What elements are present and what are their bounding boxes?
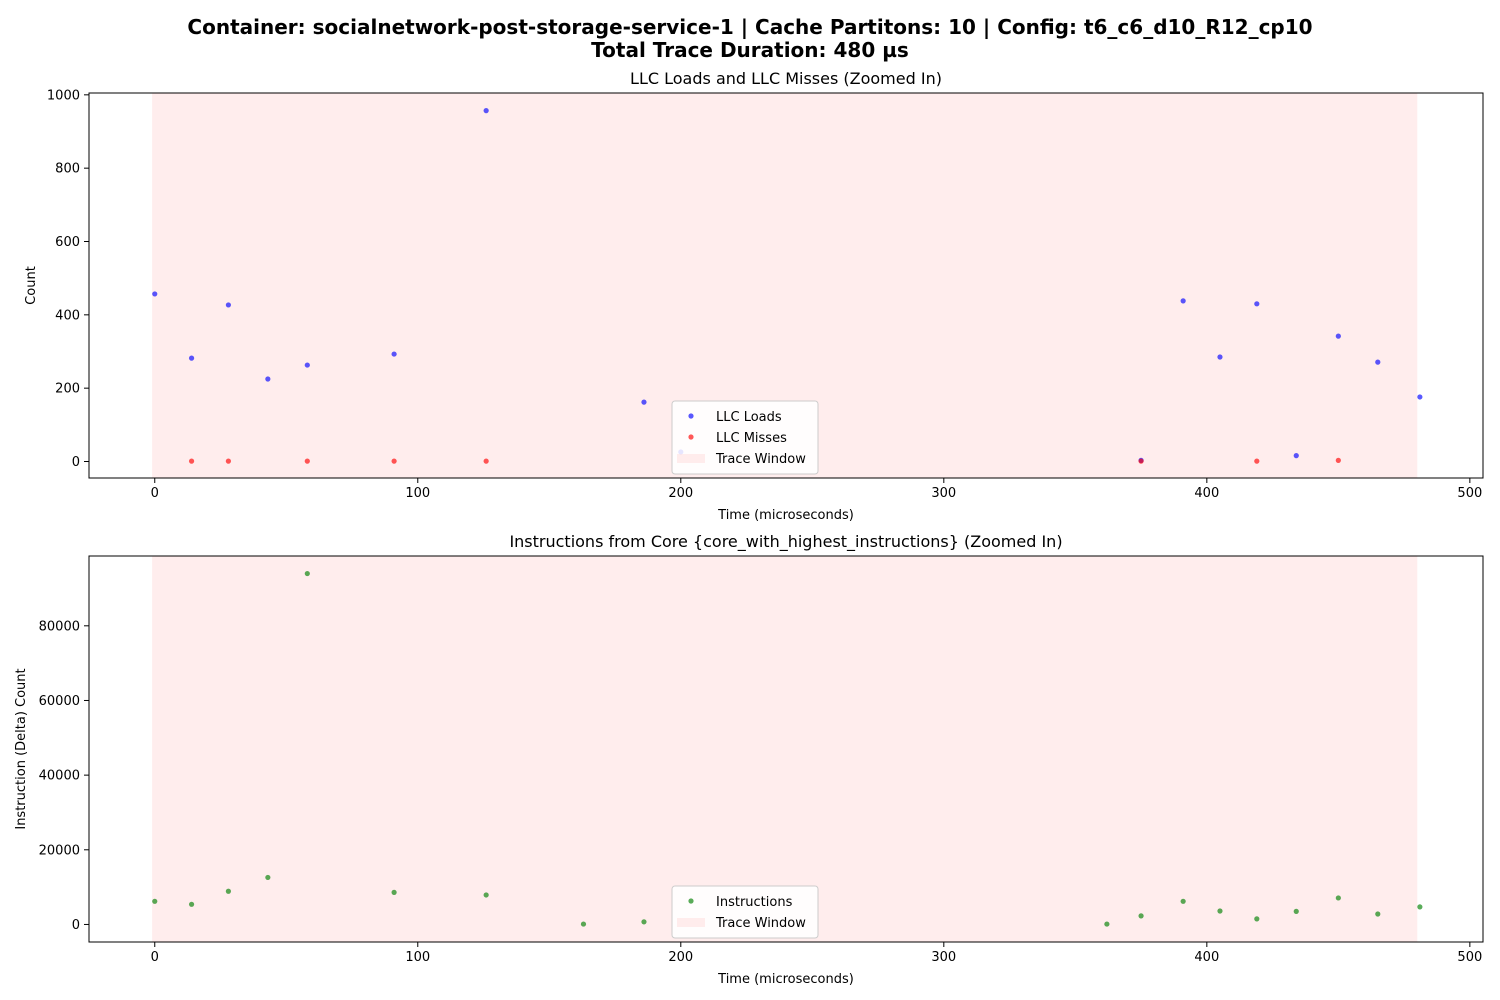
legend-marker (688, 434, 694, 440)
chart-title: LLC Loads and LLC Misses (Zoomed In) (630, 69, 942, 88)
y-tick-label: 20000 (39, 843, 80, 858)
legend-marker (688, 898, 694, 904)
data-point (391, 458, 397, 464)
data-point (225, 458, 231, 464)
legend-patch (677, 918, 705, 927)
axes-frame (88, 92, 1484, 479)
data-point (641, 919, 647, 925)
legend-label: LLC Loads (716, 410, 782, 425)
x-axis-label: Time (microseconds) (717, 508, 854, 523)
data-point (1217, 908, 1223, 914)
x-tick-label: 400 (1194, 486, 1219, 501)
data-point (304, 362, 310, 368)
data-point (1375, 359, 1381, 365)
chart-panel-2: 0 100 200 300 400 500 0 20000 40000 60000 80000 Ins… (14, 532, 1484, 987)
data-point (1293, 453, 1299, 459)
data-point (265, 874, 271, 881)
data-point (152, 291, 158, 297)
x-axis-label: Time (microseconds) (717, 972, 854, 987)
y-tick-label: 800 (55, 162, 80, 177)
trace-window-band (152, 556, 1418, 942)
x-tick-label: 0 (151, 950, 159, 965)
data-point (391, 889, 397, 895)
suptitle-line-1: Container: socialnetwork-post-storage-se… (187, 15, 1313, 39)
x-tick-label: 100 (405, 950, 430, 965)
x-tick-label: 500 (1457, 486, 1482, 501)
data-point (1335, 457, 1341, 463)
data-point (1217, 354, 1223, 360)
y-axis-label: Instruction (Delta) Count (14, 668, 29, 829)
legend-label: Trace Window (715, 452, 806, 467)
data-point (304, 570, 310, 577)
y-tick-label: 0 (72, 918, 80, 933)
data-point (1417, 904, 1423, 910)
data-point (1375, 911, 1381, 917)
legend: LLC Loads LLC Misses Trace Window (671, 400, 819, 475)
legend-patch (677, 454, 705, 463)
data-point (1138, 913, 1144, 919)
data-point (580, 921, 587, 927)
legend-marker (688, 413, 694, 419)
x-tick-label: 0 (151, 486, 159, 501)
data-point (1335, 895, 1341, 901)
data-point (1254, 301, 1260, 307)
data-point (265, 376, 271, 382)
data-point (1138, 458, 1144, 464)
legend-label: LLC Misses (716, 431, 787, 446)
data-point (225, 888, 231, 894)
data-point (1335, 333, 1341, 339)
series-llc-misses (188, 457, 1341, 464)
legend: Instructions Trace Window (671, 885, 819, 939)
data-point (483, 458, 489, 464)
data-point (1180, 898, 1186, 904)
x-tick-label: 200 (668, 486, 693, 501)
x-tick-label: 200 (668, 950, 693, 965)
data-point (1104, 921, 1110, 927)
x-tick-label: 300 (931, 950, 956, 965)
data-point (1293, 908, 1299, 914)
legend-label: Trace Window (715, 916, 806, 931)
y-tick-label: 600 (55, 235, 80, 250)
y-tick-label: 80000 (39, 619, 80, 634)
y-tick-label: 40000 (39, 769, 80, 784)
y-tick-label: 400 (55, 308, 80, 323)
axes-frame (88, 555, 1484, 943)
data-point (391, 351, 397, 357)
suptitle-line-2: Total Trace Duration: 480 µs (591, 38, 909, 62)
data-point (1254, 458, 1260, 464)
data-point (1254, 916, 1260, 922)
data-point (483, 892, 489, 898)
data-point (1417, 394, 1423, 400)
chart-title: Instructions from Core {core_with_highes… (509, 532, 1062, 552)
data-point (304, 458, 310, 464)
legend-box (671, 885, 819, 939)
y-tick-label: 1000 (47, 88, 80, 103)
data-point (483, 108, 489, 114)
data-point (641, 399, 647, 405)
y-axis-label: Count (24, 266, 39, 305)
y-tick-label: 200 (55, 382, 80, 397)
data-point (152, 898, 158, 904)
y-tick-label: 0 (72, 455, 80, 470)
data-point (1180, 298, 1186, 304)
figure-suptitle: Container: socialnetwork-post-storage-se… (0, 16, 1500, 62)
data-point (188, 355, 195, 361)
data-point (188, 901, 195, 907)
data-point (225, 302, 231, 308)
series-instructions (152, 570, 1423, 927)
legend-label: Instructions (716, 895, 793, 910)
y-tick-label: 60000 (39, 694, 80, 709)
chart-panel-1: 0 100 200 300 400 500 0 200 400 600 800 1000 LLC Loa… (24, 69, 1484, 523)
data-point (188, 458, 195, 464)
x-tick-label: 100 (405, 486, 430, 501)
x-tick-label: 500 (1457, 950, 1482, 965)
legend-box (671, 400, 819, 475)
x-tick-label: 300 (931, 486, 956, 501)
x-tick-label: 400 (1194, 950, 1219, 965)
